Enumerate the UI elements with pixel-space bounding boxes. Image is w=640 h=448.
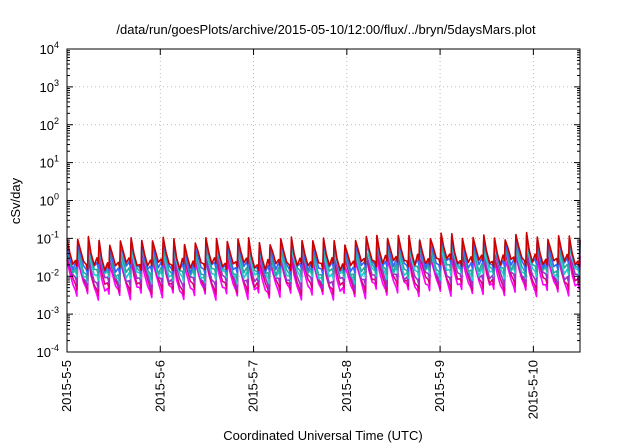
y-tick-label: 102 <box>40 116 59 133</box>
y-tick-exponent: -1 <box>51 229 59 239</box>
y-tick-base: 10 <box>37 269 51 284</box>
y-tick-label: 103 <box>40 78 59 95</box>
y-tick-exponent: 3 <box>54 78 59 88</box>
y-tick-label: 104 <box>40 40 59 57</box>
y-tick-label: 10-1 <box>37 229 59 246</box>
y-tick-exponent: 1 <box>54 154 59 164</box>
x-tick-label: 2015-5-6 <box>152 360 167 412</box>
y-tick-label: 10-4 <box>37 343 59 360</box>
chart-title: /data/run/goesPlots/archive/2015-05-10/1… <box>116 22 536 37</box>
y-tick-exponent: 2 <box>54 116 59 126</box>
x-axis-ticks: 2015-5-5 2015-5-6 2015-5-7 2015-5-8 2015-5-9… <box>59 49 540 419</box>
x-axis-label: Coordinated Universal Time (UTC) <box>223 428 422 443</box>
x-tick-label: 2015-5-7 <box>246 360 261 412</box>
y-axis-label: cSv/day <box>8 177 23 224</box>
y-tick-base: 10 <box>40 156 54 171</box>
y-tick-label: 100 <box>40 192 59 209</box>
x-tick-label: 2015-5-5 <box>59 360 74 412</box>
y-tick-base: 10 <box>40 42 54 57</box>
y-tick-exponent: -2 <box>51 267 59 277</box>
y-tick-label: 10-3 <box>37 305 59 322</box>
x-tick-label: 2015-5-8 <box>339 360 354 412</box>
y-tick-label: 10-2 <box>37 267 59 284</box>
series-line <box>66 231 581 272</box>
y-tick-base: 10 <box>40 118 54 133</box>
y-tick-label: 101 <box>40 154 59 171</box>
y-tick-base: 10 <box>37 307 51 322</box>
y-tick-base: 10 <box>37 231 51 246</box>
x-tick-label: 2015-5-10 <box>525 360 540 419</box>
y-tick-exponent: 0 <box>54 192 59 202</box>
x-tick-label: 2015-5-9 <box>432 360 447 412</box>
y-tick-exponent: 4 <box>54 40 59 50</box>
y-tick-base: 10 <box>40 80 54 95</box>
y-tick-exponent: -4 <box>51 343 59 353</box>
y-tick-base: 10 <box>40 194 54 209</box>
series-group <box>66 231 581 301</box>
grid-lines <box>66 49 580 352</box>
y-tick-exponent: -3 <box>51 305 59 315</box>
y-tick-base: 10 <box>37 345 51 360</box>
